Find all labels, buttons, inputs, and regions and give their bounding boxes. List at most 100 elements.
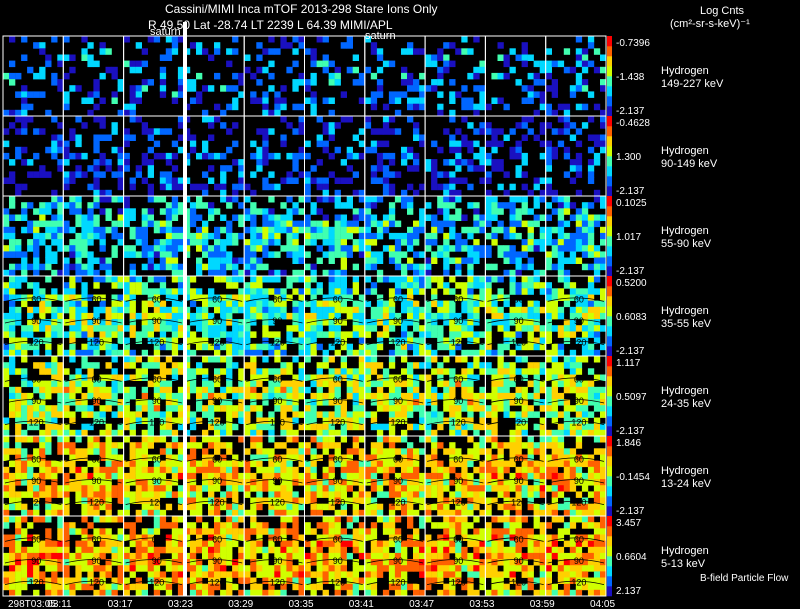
heatmap-cell: [202, 429, 209, 437]
species-label: Hydrogen: [661, 305, 709, 317]
heatmap-cell: [413, 374, 420, 381]
heatmap-cell: [147, 245, 154, 252]
heatmap-cell: [256, 423, 263, 431]
heatmap-cell: [244, 509, 251, 517]
heatmap-cell: [461, 177, 468, 184]
heatmap-cell: [437, 171, 444, 178]
heatmap-cell: [467, 251, 474, 258]
heatmap-cell: [15, 245, 22, 252]
heatmap-cell: [93, 392, 100, 400]
heatmap-cell: [202, 448, 209, 455]
pitch-angle-contour: [65, 457, 122, 462]
heatmap-cell: [292, 208, 299, 215]
heatmap-cell: [527, 325, 534, 332]
heatmap-cell: [425, 380, 432, 388]
heatmap-cell: [334, 282, 341, 289]
heatmap-cell: [147, 183, 154, 191]
heatmap-cell: [545, 152, 552, 160]
heatmap-cell: [407, 183, 414, 191]
heatmap-cell: [135, 239, 142, 246]
heatmap-cell: [394, 349, 402, 357]
heatmap-cell: [226, 263, 233, 271]
heatmap-cell: [304, 263, 311, 271]
heatmap-cell: [15, 528, 22, 535]
heatmap-cell: [316, 454, 323, 461]
heatmap-cell: [177, 276, 185, 283]
heatmap-cell: [467, 276, 474, 283]
heatmap-cell: [196, 294, 203, 301]
heatmap-cell: [497, 399, 504, 406]
heatmap-cell: [352, 472, 359, 480]
pitch-angle-contour: [487, 399, 544, 404]
heatmap-cell: [575, 442, 583, 449]
heatmap-cell: [473, 312, 480, 320]
heatmap-cell: [111, 411, 118, 418]
heatmap-cell: [57, 411, 64, 418]
heatmap-cell: [69, 177, 76, 184]
heatmap-cell: [503, 374, 510, 381]
heatmap-cell: [515, 196, 522, 203]
heatmap-cell: [208, 208, 215, 215]
heatmap-cell: [189, 288, 197, 295]
heatmap-cell: [328, 282, 335, 289]
heatmap-cell: [208, 485, 215, 492]
heatmap-cell: [485, 140, 492, 148]
heatmap-cell: [431, 448, 438, 455]
heatmap-cell: [527, 319, 534, 326]
heatmap-cell: [238, 392, 245, 400]
heatmap-cell: [129, 282, 136, 289]
heatmap-cell: [141, 472, 148, 480]
heatmap-cell: [274, 214, 281, 221]
heatmap-cell: [250, 349, 257, 357]
heatmap-cell: [310, 472, 317, 480]
heatmap-cell: [497, 325, 504, 332]
heatmap-cell: [81, 472, 88, 480]
pitch-angle-contour: [65, 297, 122, 302]
heatmap-cell: [262, 276, 269, 283]
heatmap-cell: [316, 257, 323, 264]
heatmap-cell: [473, 429, 480, 437]
heatmap-cell: [183, 411, 191, 418]
heatmap-cell: [51, 466, 58, 474]
heatmap-cell: [413, 276, 420, 283]
heatmap-cell: [165, 257, 173, 264]
heatmap-cell: [533, 183, 540, 191]
heatmap-cell: [509, 245, 516, 252]
heatmap-cell: [539, 399, 546, 406]
heatmap-cell: [364, 509, 372, 517]
heatmap-cell: [87, 392, 94, 400]
heatmap-cell: [69, 54, 76, 61]
heatmap-cell: [539, 177, 546, 184]
heatmap-cell: [503, 343, 510, 351]
heatmap-cell: [220, 294, 227, 301]
heatmap-cell: [63, 442, 70, 449]
heatmap-cell: [75, 479, 82, 486]
pitch-angle-label: 60: [31, 454, 41, 464]
heatmap-cell: [208, 380, 215, 388]
energy-range-label: 90-149 keV: [661, 158, 718, 170]
heatmap-cell: [177, 399, 185, 406]
heatmap-cell: [521, 251, 528, 258]
heatmap-cell: [171, 319, 179, 326]
heatmap-cell: [111, 399, 118, 406]
heatmap-cell: [419, 392, 426, 400]
heatmap-cell: [473, 276, 480, 283]
heatmap-cell: [455, 91, 462, 98]
heatmap-cell: [63, 245, 70, 252]
heatmap-cell: [394, 245, 402, 252]
heatmap-cell: [575, 386, 583, 394]
heatmap-cell: [9, 534, 16, 541]
heatmap-cell: [382, 171, 390, 178]
heatmap-cell: [545, 189, 552, 197]
heatmap-cell: [171, 429, 179, 437]
heatmap-cell: [569, 448, 577, 455]
heatmap-cell: [407, 72, 414, 80]
heatmap-cell: [376, 54, 384, 61]
heatmap-cell: [364, 116, 372, 123]
heatmap-cell: [563, 362, 571, 369]
heatmap-cell: [165, 312, 173, 320]
heatmap-cell: [232, 479, 239, 486]
heatmap-cell: [63, 183, 70, 191]
pitch-angle-label: 60: [272, 454, 282, 464]
heatmap-cell: [334, 319, 341, 326]
